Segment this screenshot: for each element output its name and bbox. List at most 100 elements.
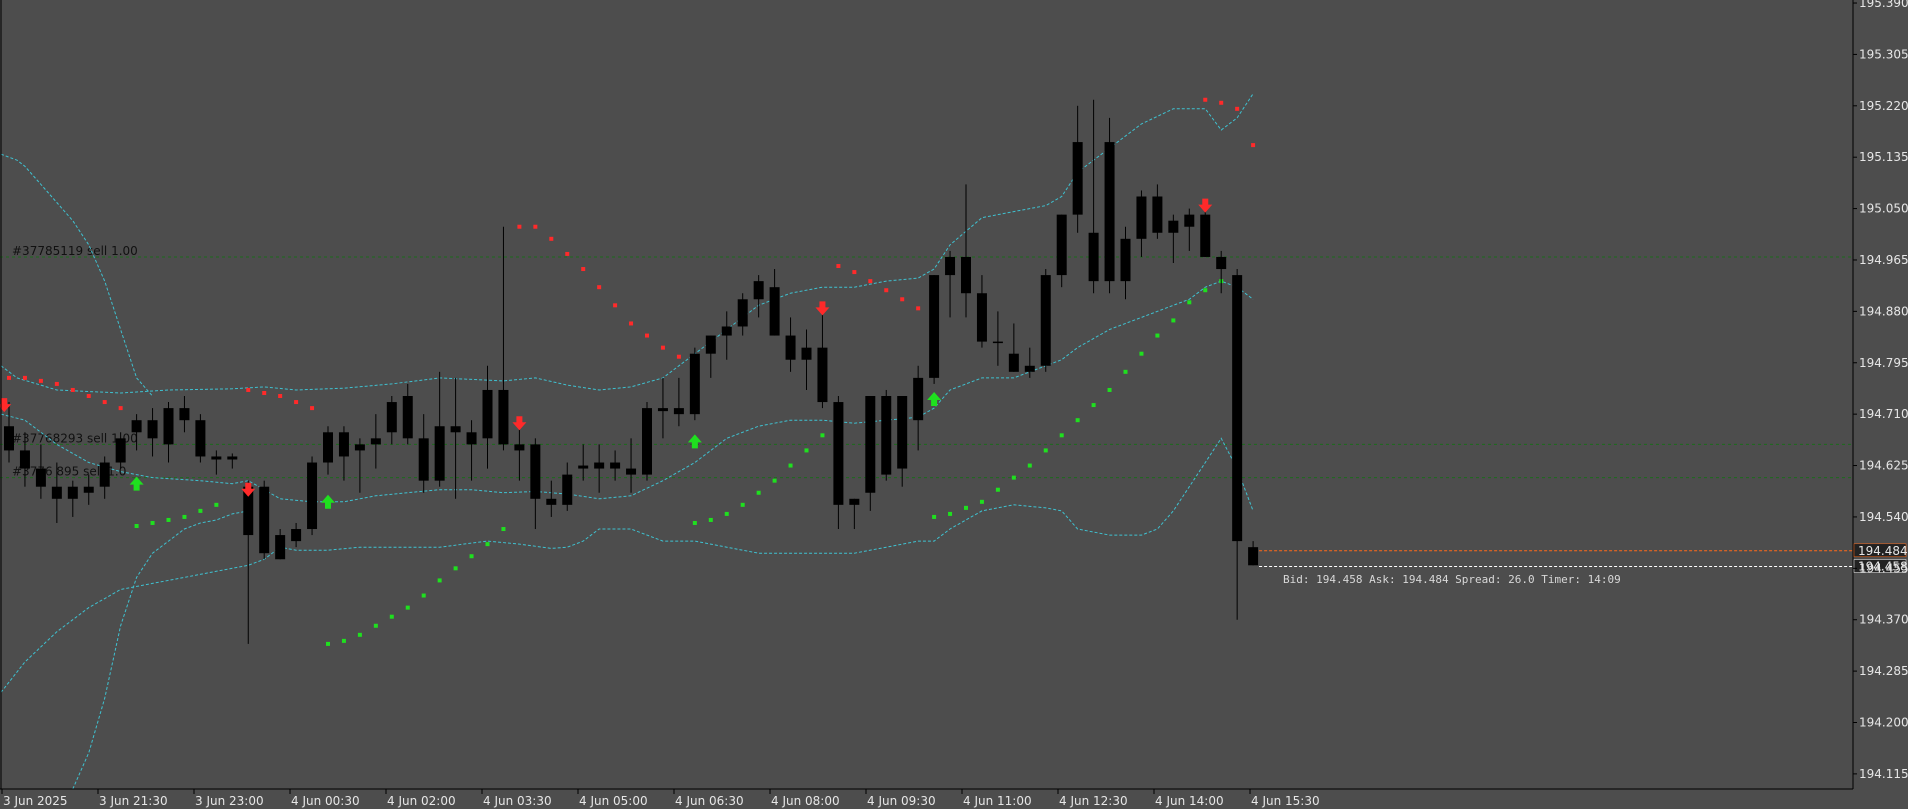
- time-tick-label: 3 Jun 21:30: [99, 794, 168, 808]
- candle: [323, 426, 333, 475]
- sar-dot-green: [1155, 333, 1160, 338]
- candle-body: [67, 486, 78, 499]
- sell-arrow-icon: [0, 398, 12, 413]
- sar-dot-green: [405, 605, 410, 610]
- envelope-upper-line: [0, 153, 153, 397]
- sar-dot-red: [278, 394, 283, 399]
- candle: [434, 371, 445, 487]
- candle: [498, 226, 509, 451]
- price-tick-label: 195.050: [1859, 202, 1908, 216]
- candle: [131, 414, 142, 451]
- sar-dot-green: [1091, 403, 1096, 408]
- price-tick-label: 194.200: [1859, 715, 1908, 729]
- sar-dot-green: [788, 463, 793, 468]
- candle: [626, 438, 637, 493]
- price-tick-label: 195.135: [1859, 150, 1908, 164]
- sar-dot-green: [740, 502, 745, 507]
- candle: [801, 329, 812, 390]
- candles: [4, 99, 1259, 644]
- candle: [195, 414, 206, 463]
- candle: [211, 450, 222, 475]
- candle-body: [657, 408, 668, 412]
- candle-body: [976, 293, 987, 342]
- candle: [610, 450, 621, 481]
- sar-dot-red: [22, 375, 27, 380]
- sar-dot-red: [645, 333, 649, 338]
- sar-dot-red: [916, 306, 921, 311]
- sar-dot-green: [1123, 369, 1128, 374]
- candle: [1024, 347, 1035, 378]
- candle: [1200, 208, 1211, 257]
- sar-dot-green: [1187, 300, 1192, 305]
- candle: [992, 311, 1003, 366]
- candle: [338, 426, 349, 481]
- candle-body: [1088, 232, 1099, 282]
- candle: [99, 456, 110, 499]
- sell-arrow-icon: [815, 301, 830, 316]
- sar-dot-red: [533, 224, 538, 229]
- candle: [689, 347, 700, 421]
- sar-dot-red: [294, 400, 299, 405]
- candle-body: [402, 396, 413, 439]
- candle: [594, 444, 605, 493]
- price-tick-label: 195.220: [1859, 99, 1908, 113]
- candle-body: [833, 402, 844, 505]
- candle: [83, 474, 94, 505]
- candle: [418, 414, 429, 493]
- price-tick-label: 195.305: [1859, 47, 1908, 61]
- time-tick-label: 4 Jun 15:30: [1251, 794, 1320, 808]
- sar-dot-green: [182, 514, 187, 519]
- time-tick-label: 4 Jun 06:30: [675, 794, 744, 808]
- order-label: #37785119 sell 1.00: [12, 244, 138, 258]
- ask-price-tag: [1853, 543, 1907, 558]
- candle-body: [19, 450, 30, 469]
- candle-body: [147, 420, 158, 439]
- candle-body: [1248, 547, 1259, 566]
- candle: [1056, 214, 1067, 288]
- candle: [227, 453, 238, 469]
- candle: [1152, 184, 1163, 239]
- sell-arrow-icon: [512, 416, 527, 431]
- sar-dot-green: [995, 487, 1000, 492]
- candle: [243, 480, 254, 644]
- candle-body: [642, 408, 652, 475]
- candle-body: [578, 465, 589, 469]
- price-tick-label: 194.965: [1859, 253, 1908, 267]
- candle-body: [1120, 238, 1131, 282]
- sar-dot-green: [820, 433, 825, 438]
- candle: [737, 293, 748, 336]
- sar-dot-green: [150, 520, 155, 525]
- candle-body: [1232, 275, 1243, 542]
- sar-dot-green: [724, 511, 729, 516]
- candle-body: [1104, 142, 1115, 282]
- price-tick-label: 194.285: [1859, 664, 1908, 678]
- candle-body: [945, 256, 956, 276]
- candle-body: [961, 256, 971, 294]
- parabolic-sar-dots: [7, 97, 1256, 646]
- candle-body: [817, 347, 828, 403]
- candle: [562, 462, 573, 511]
- price-tick-label: 194.795: [1859, 356, 1908, 370]
- buy-arrow-icon: [687, 434, 702, 449]
- buy-arrow-icon: [321, 494, 335, 509]
- candle-body: [1072, 142, 1083, 215]
- candle-body: [673, 408, 684, 415]
- sar-dot-red: [597, 285, 602, 290]
- candle: [386, 396, 397, 445]
- sar-dot-red: [900, 297, 905, 302]
- time-tick-label: 4 Jun 02:00: [387, 794, 456, 808]
- candle: [817, 311, 828, 409]
- sar-dot-green: [708, 517, 713, 522]
- sar-dot-red: [310, 406, 315, 411]
- bollinger-lower-band: [0, 437, 1254, 693]
- price-tick-label: 194.710: [1859, 407, 1908, 421]
- candle-body: [801, 347, 812, 360]
- candle-body: [594, 462, 605, 469]
- sar-dot-green: [501, 527, 506, 532]
- candle-body: [227, 456, 238, 460]
- sar-dot-red: [86, 394, 91, 399]
- sar-dot-red: [884, 288, 889, 293]
- sar-dot-red: [7, 375, 11, 380]
